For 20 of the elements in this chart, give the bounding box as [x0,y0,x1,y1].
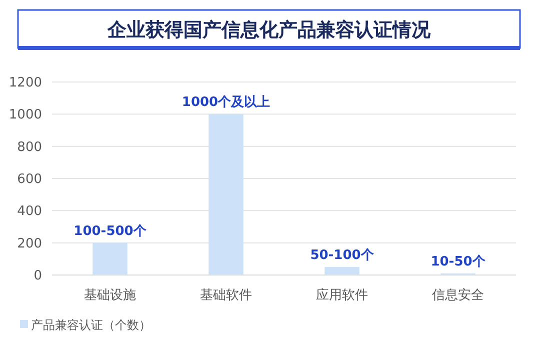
data-label: 1000个及以上 [182,95,270,110]
data-label: 100-500个 [74,224,148,239]
bar [208,114,244,275]
y-tick-label: 1200 [8,76,42,91]
x-tick-label: 应用软件 [316,287,368,303]
y-tick-label: 200 [17,236,42,252]
data-label: 50-100个 [310,248,375,263]
chart-title: 企业获得国产信息化产品兼容认证情况 [106,19,432,41]
y-tick-label: 400 [17,204,42,220]
bar [92,242,128,275]
y-tick-label: 800 [17,140,42,155]
y-tick-label: 0 [34,268,42,284]
x-tick-label: 信息安全 [432,287,484,303]
bar [324,266,360,275]
y-tick-label: 1000 [8,108,42,123]
x-tick-label: 基础软件 [200,288,252,303]
y-tick-label: 600 [17,172,42,188]
legend-label: 产品兼容认证（个数） [31,318,151,332]
data-label: 10-50个 [430,254,486,270]
x-tick-label: 基础设施 [84,288,136,303]
